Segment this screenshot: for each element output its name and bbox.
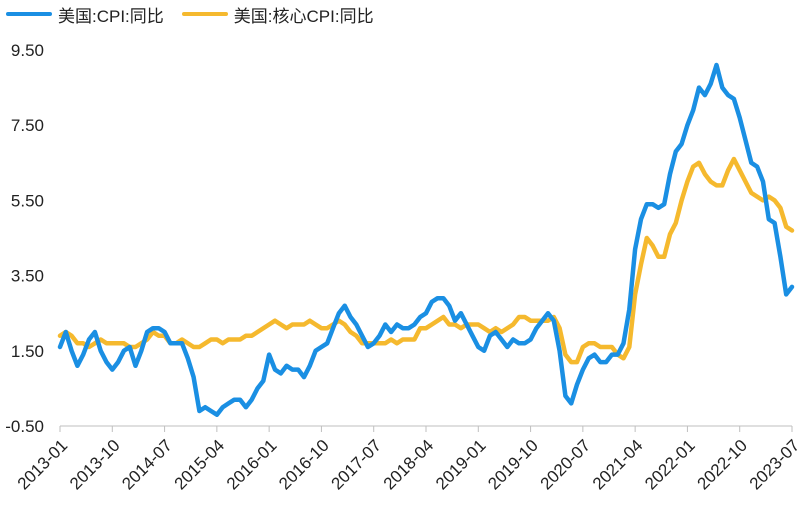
x-tick-label: 2022-01 [641,436,699,494]
legend: 美国:CPI:同比 美国:核心CPI:同比 [6,2,392,26]
x-tick-label: 2018-04 [380,436,438,494]
x-tick-label: 2020-07 [537,436,595,494]
x-tick-label: 2022-10 [693,436,751,494]
x-tick-label: 2017-07 [327,436,385,494]
x-axis: 2013-012013-102014-072015-042016-012016-… [14,425,798,494]
x-tick-label: 2019-10 [484,436,542,494]
y-tick-label: 7.50 [11,116,44,135]
legend-swatch-cpi [6,12,52,16]
x-tick-label: 2021-04 [589,436,647,494]
x-tick-label: 2015-04 [171,436,229,494]
x-tick-label: 2016-01 [223,436,281,494]
y-tick-label: 1.50 [11,342,44,361]
legend-item-core-cpi: 美国:核心CPI:同比 [181,2,374,27]
legend-label-cpi: 美国:CPI:同比 [58,6,164,26]
watermark: 知乎 大米智投 [4,504,92,520]
x-tick-label: 2014-07 [118,436,176,494]
y-axis: -0.50 1.50 3.50 5.50 7.50 9.50 [5,41,44,436]
x-tick-label: 2016-10 [275,436,333,494]
x-tick-label: 2013-10 [66,436,124,494]
y-tick-label: -0.50 [5,417,44,436]
y-tick-label: 9.50 [11,41,44,60]
core-cpi-line [57,156,795,365]
x-tick-label: 2023-07 [746,436,798,494]
y-tick-label: 3.50 [11,267,44,286]
y-tick-label: 5.50 [11,191,44,210]
x-tick-label: 2019-01 [432,436,490,494]
x-tick-label: 2013-01 [14,436,72,494]
legend-item-cpi: 美国:CPI:同比 [6,2,164,27]
cpi-line [57,62,795,417]
legend-swatch-core-cpi [181,12,228,16]
series-layer [57,62,795,417]
legend-label-core-cpi: 美国:核心CPI:同比 [233,6,374,26]
